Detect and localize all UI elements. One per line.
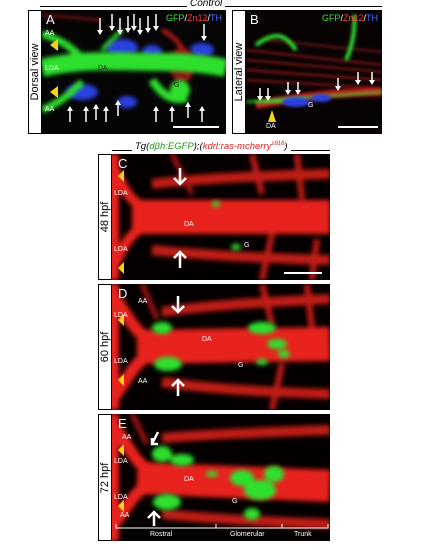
panel-c-white-arrows bbox=[173, 168, 187, 268]
panel-a-image: A GFP/Zn12/TH AA LDA DA AA G bbox=[42, 10, 226, 134]
panel-a-white-arrows bbox=[67, 14, 207, 122]
panel-a-micrograph bbox=[42, 14, 226, 122]
channel-th: TH bbox=[210, 13, 222, 23]
channel-sep: / bbox=[184, 13, 187, 23]
panel-c-stage-label: 48 hpf bbox=[99, 201, 111, 233]
transgene-allele: s916 bbox=[271, 141, 285, 147]
transgene-suffix: ) bbox=[284, 141, 288, 153]
panel-d-letter: D bbox=[118, 286, 128, 301]
channel-th: TH bbox=[366, 13, 378, 23]
panel-b-view-label: Lateral view bbox=[233, 42, 245, 102]
panel-b-scale-bar bbox=[338, 126, 378, 128]
panel-a-view-label: Dorsal view bbox=[29, 43, 41, 101]
panel-e-region-brackets bbox=[115, 524, 329, 529]
transgene-gfp: dβh:EGFP bbox=[149, 141, 194, 153]
panel-b-letter: B bbox=[250, 12, 259, 27]
panel-b-channel-legend: GFP/Zn12/TH bbox=[322, 13, 378, 23]
label-aa: AA bbox=[138, 298, 148, 305]
channel-gfp: GFP bbox=[165, 13, 185, 23]
transgene-header: Tg(dβh:EGFP);(kdrl:ras-mcherrys916) bbox=[132, 141, 291, 153]
channel-sep: / bbox=[340, 13, 343, 23]
label-g: G bbox=[232, 498, 238, 505]
control-title: Control bbox=[187, 0, 226, 9]
transgene-prefix: Tg( bbox=[135, 141, 150, 153]
panel-c-gfp-signal bbox=[212, 201, 241, 250]
panel-b-th-signal bbox=[282, 94, 331, 107]
panel-b-micrograph bbox=[246, 14, 382, 122]
label-da: DA bbox=[202, 336, 212, 343]
panel-e-image: E AA LDA DA LDA AA G Rostral Glomerular … bbox=[112, 414, 330, 541]
label-g: G bbox=[238, 362, 244, 369]
panel-d-image: D AA LDA DA LDA AA G bbox=[112, 284, 330, 410]
label-lda: LDA bbox=[114, 458, 128, 465]
label-lda: LDA bbox=[45, 65, 59, 72]
panel-d-gfp-signal bbox=[152, 322, 290, 371]
channel-zn12: Zn12 bbox=[186, 13, 208, 23]
panel-c-vessel-signal bbox=[112, 154, 330, 280]
panel-c-image: C LDA DA LDA G bbox=[112, 154, 330, 280]
label-da: DA bbox=[184, 221, 194, 228]
panel-b-white-arrows bbox=[257, 72, 375, 101]
panel-a-th-signal bbox=[66, 39, 214, 108]
label-lda: LDA bbox=[114, 190, 128, 197]
panel-e-yellow-arrowheads bbox=[118, 444, 124, 512]
label-da: DA bbox=[266, 123, 276, 130]
panel-b-yellow-arrowhead bbox=[268, 110, 276, 122]
panel-e-stage-label-box: 72 hpf bbox=[98, 414, 112, 541]
channel-gfp: GFP bbox=[321, 13, 341, 23]
panel-a-gfp-signal bbox=[42, 28, 226, 114]
transgene-mcherry: kdrl:ras-mcherry bbox=[202, 141, 272, 153]
panel-a-channel-legend: GFP/Zn12/TH bbox=[166, 13, 222, 23]
label-lda: LDA bbox=[114, 246, 128, 253]
label-aa: AA bbox=[45, 30, 55, 37]
panel-d-yellow-arrowheads bbox=[118, 314, 124, 386]
region-trunk: Trunk bbox=[294, 531, 312, 538]
label-da: DA bbox=[98, 65, 108, 72]
panel-a-yellow-arrowheads bbox=[50, 39, 58, 98]
label-lda: LDA bbox=[114, 312, 128, 319]
panel-e-letter: E bbox=[118, 416, 127, 431]
panel-e-vessel-signal bbox=[112, 414, 330, 541]
panel-d-stage-label-box: 60 hpf bbox=[98, 284, 112, 410]
panel-c-scale-bar bbox=[284, 272, 322, 274]
panel-d-micrograph bbox=[112, 284, 330, 410]
panel-c-micrograph bbox=[112, 154, 330, 280]
label-aa: AA bbox=[138, 378, 148, 385]
panel-c-yellow-arrowheads bbox=[118, 170, 124, 274]
panel-e-micrograph bbox=[112, 414, 330, 541]
label-g: G bbox=[308, 102, 314, 109]
panel-e-white-arrows bbox=[147, 431, 161, 526]
panel-d-stage-label: 60 hpf bbox=[99, 331, 111, 363]
panel-e-stage-label: 72 hpf bbox=[99, 462, 111, 493]
panel-b-view-label-box: Lateral view bbox=[232, 10, 246, 134]
label-lda: LDA bbox=[114, 494, 128, 501]
label-g: G bbox=[174, 82, 180, 89]
channel-sep: / bbox=[207, 13, 210, 23]
panel-e-gfp-signal bbox=[152, 446, 284, 520]
label-aa: AA bbox=[122, 434, 132, 441]
label-g: G bbox=[244, 242, 250, 249]
label-da: DA bbox=[184, 476, 194, 483]
panel-a-view-label-box: Dorsal view bbox=[28, 10, 42, 134]
label-aa: AA bbox=[45, 106, 55, 113]
label-lda: LDA bbox=[114, 358, 128, 365]
panel-b-image: B GFP/Zn12/TH G DA bbox=[246, 10, 382, 134]
region-rostral: Rostral bbox=[150, 531, 173, 538]
label-aa: AA bbox=[120, 512, 130, 519]
transgene-middle: );( bbox=[193, 141, 203, 153]
panel-a-scale-bar bbox=[173, 126, 219, 128]
channel-zn12: Zn12 bbox=[342, 13, 364, 23]
region-glomerular: Glomerular bbox=[230, 531, 265, 538]
panel-a-letter: A bbox=[46, 12, 55, 27]
panel-c-letter: C bbox=[118, 156, 128, 171]
panel-d-white-arrows bbox=[171, 296, 185, 396]
panel-c-stage-label-box: 48 hpf bbox=[98, 154, 112, 280]
channel-sep: / bbox=[363, 13, 366, 23]
